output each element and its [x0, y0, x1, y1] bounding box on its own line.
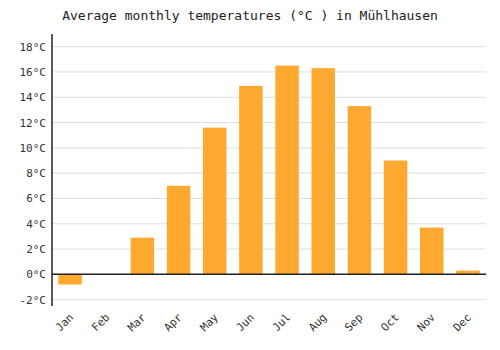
bar	[420, 228, 444, 275]
bar	[311, 68, 335, 274]
grid-line	[52, 223, 486, 224]
x-tick-label: Sep	[342, 311, 365, 334]
y-tick-label: 8°C	[26, 167, 46, 180]
x-tick-label: Dec	[451, 311, 474, 334]
grid-line	[52, 122, 486, 123]
bar	[58, 274, 82, 284]
chart: Average monthly temperatures (°C ) in Mü…	[0, 0, 500, 350]
grid-line	[52, 274, 486, 275]
y-tick-label: 2°C	[26, 243, 46, 256]
bar	[203, 128, 227, 275]
bar	[131, 238, 155, 275]
y-tick-label: 14°C	[20, 91, 47, 104]
y-tick-label: -2°C	[20, 294, 47, 307]
x-tick-label: Mar	[125, 311, 149, 335]
y-tick-label: 16°C	[20, 66, 47, 79]
y-tick-label: 6°C	[26, 192, 46, 205]
bar	[384, 161, 408, 275]
x-tick-label: Nov	[415, 311, 439, 335]
grid	[52, 47, 486, 300]
y-tick-labels: -2°C 0°C 2°C 4°C 6°C 8°C 10°C 12°C 14°C 16°C 18°C	[20, 41, 47, 307]
title: Average monthly temperatures (°C ) in Mü…	[62, 8, 438, 23]
grid-line	[52, 198, 486, 199]
x-tick-label: Jan	[53, 311, 76, 334]
y-tick-label: 0°C	[26, 268, 46, 281]
x-tick-label: Jun	[234, 311, 257, 334]
x-tick-label: Jul	[270, 311, 293, 334]
y-axis-line	[51, 34, 53, 306]
x-tick-labels: Jan Feb Mar Apr May Jun Jul Aug Sep Oct Nov Dec	[53, 311, 474, 335]
x-tick-label: Aug	[306, 311, 329, 334]
grid-line	[52, 147, 486, 148]
bar	[348, 106, 372, 274]
grid-line	[52, 71, 486, 72]
grid-line	[52, 299, 486, 300]
y-tick-label: 12°C	[20, 117, 47, 130]
grid-line	[52, 97, 486, 98]
grid-line	[52, 173, 486, 174]
zero-line	[52, 274, 486, 276]
bar	[239, 86, 263, 275]
x-tick-label: Apr	[161, 311, 185, 335]
x-tick-label: May	[198, 311, 222, 335]
grid-line	[52, 46, 486, 47]
bars	[58, 66, 479, 285]
bar	[275, 66, 299, 275]
x-tick-label: Feb	[89, 311, 112, 334]
y-tick-label: 18°C	[20, 41, 47, 54]
chart-container: Average monthly temperatures (°C ) in Mü…	[0, 0, 500, 350]
y-tick-label: 4°C	[26, 218, 46, 231]
y-tick-label: 10°C	[20, 142, 47, 155]
bar	[167, 186, 191, 275]
x-tick-label: Oct	[378, 311, 401, 334]
